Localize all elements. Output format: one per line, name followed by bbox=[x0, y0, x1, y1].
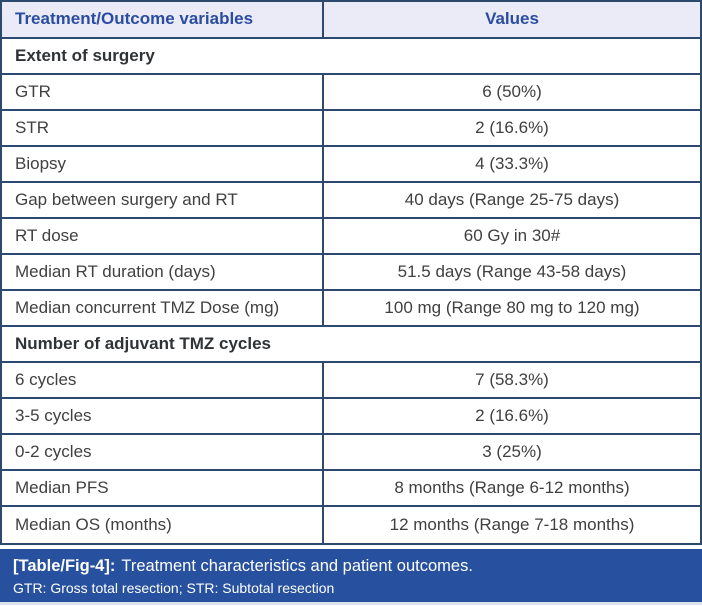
bottom-edge-strip bbox=[0, 602, 702, 605]
variable-cell: Gap between surgery and RT bbox=[15, 189, 238, 209]
variable-cell: Median concurrent TMZ Dose (mg) bbox=[15, 297, 280, 317]
value-cell: 100 mg (Range 80 mg to 120 mg) bbox=[322, 291, 700, 325]
column-header-values: Values bbox=[322, 2, 700, 37]
variable-cell: 6 cycles bbox=[15, 369, 77, 389]
caption-footnote: GTR: Gross total resection; STR: Subtota… bbox=[13, 579, 335, 596]
variable-cell: Median RT duration (days) bbox=[15, 261, 216, 281]
table-row: Biopsy 4 (33.3%) bbox=[2, 147, 700, 183]
table-row: STR 2 (16.6%) bbox=[2, 111, 700, 147]
value-cell: 4 (33.3%) bbox=[322, 147, 700, 181]
table-row: Median concurrent TMZ Dose (mg) 100 mg (R… bbox=[2, 291, 700, 327]
table-row: Median OS (months) 12 months (Range 7-18 … bbox=[2, 507, 700, 543]
section-row: Extent of surgery bbox=[2, 39, 700, 75]
table-row: RT dose 60 Gy in 30# bbox=[2, 219, 700, 255]
value-cell: 40 days (Range 25-75 days) bbox=[322, 183, 700, 217]
column-header-variables: Treatment/Outcome variables bbox=[15, 9, 254, 29]
variable-cell: Median OS (months) bbox=[15, 514, 172, 534]
value-cell: 60 Gy in 30# bbox=[322, 219, 700, 253]
caption-tag: [Table/Fig-4]: bbox=[13, 557, 116, 575]
table-row: 6 cycles 7 (58.3%) bbox=[2, 363, 700, 399]
value-cell: 3 (25%) bbox=[322, 435, 700, 469]
variable-cell: Median PFS bbox=[15, 477, 109, 497]
table-body: Extent of surgery GTR 6 (50%) STR 2 (16.6%) B… bbox=[2, 39, 700, 543]
variable-cell: 0-2 cycles bbox=[15, 441, 92, 461]
caption-text: Treatment characteristics and patient ou… bbox=[121, 557, 473, 575]
value-cell: 51.5 days (Range 43-58 days) bbox=[322, 255, 700, 289]
table-row: Median PFS 8 months (Range 6-12 months) bbox=[2, 471, 700, 507]
variable-cell: 3-5 cycles bbox=[15, 405, 92, 425]
section-label: Extent of surgery bbox=[15, 45, 155, 65]
variable-cell: RT dose bbox=[15, 225, 79, 245]
treatment-outcomes-table: Treatment/Outcome variables Values Exten… bbox=[0, 0, 702, 545]
table-row: 0-2 cycles 3 (25%) bbox=[2, 435, 700, 471]
variable-cell: Biopsy bbox=[15, 153, 67, 173]
value-cell: 12 months (Range 7-18 months) bbox=[322, 507, 700, 543]
table-row: 3-5 cycles 2 (16.6%) bbox=[2, 399, 700, 435]
table-row: GTR 6 (50%) bbox=[2, 75, 700, 111]
section-row: Number of adjuvant TMZ cycles bbox=[2, 327, 700, 363]
caption-line: [Table/Fig-4]: Treatment characteristics … bbox=[13, 556, 689, 577]
value-cell: 7 (58.3%) bbox=[322, 363, 700, 397]
table-header-row: Treatment/Outcome variables Values bbox=[2, 2, 700, 39]
value-cell: 2 (16.6%) bbox=[322, 111, 700, 145]
table-row: Median RT duration (days) 51.5 days (Rang… bbox=[2, 255, 700, 291]
table-row: Gap between surgery and RT 40 days (Range… bbox=[2, 183, 700, 219]
section-label: Number of adjuvant TMZ cycles bbox=[15, 333, 271, 353]
value-cell: 2 (16.6%) bbox=[322, 399, 700, 433]
variable-cell: STR bbox=[15, 117, 49, 137]
variable-cell: GTR bbox=[15, 81, 51, 101]
table-caption-gap bbox=[0, 545, 702, 549]
value-cell: 8 months (Range 6-12 months) bbox=[322, 471, 700, 505]
value-cell: 6 (50%) bbox=[322, 75, 700, 109]
table-caption: [Table/Fig-4]: Treatment characteristics … bbox=[0, 549, 702, 602]
